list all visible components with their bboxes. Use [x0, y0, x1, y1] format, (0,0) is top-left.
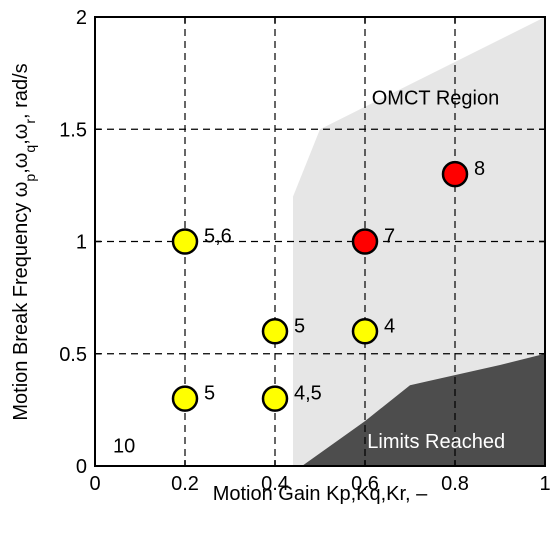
annotations-layer: 10 OMCT Region Limits Reached	[113, 88, 505, 458]
data-point	[171, 385, 199, 412]
annotation-omct-region: OMCT Region	[372, 88, 499, 110]
y-tick-label: 2	[76, 7, 87, 29]
x-tick-label: 0.4	[261, 473, 289, 495]
data-point-label: 5,6	[204, 226, 232, 248]
ticks-layer: 0 0.2 0.4 0.6 0.8 100.511.52	[59, 7, 550, 495]
annotation-10: 10	[113, 436, 135, 458]
x-tick-label: 0.6	[351, 473, 379, 495]
data-point	[351, 228, 379, 255]
data-point	[261, 385, 289, 412]
y-tick-label: 0	[76, 456, 87, 478]
data-point	[261, 318, 289, 345]
x-tick-label: 1	[539, 473, 550, 495]
axis-titles: Motion Gain Kp,Kq,Kr, – Motion Break Fre…	[10, 63, 428, 505]
x-tick-label: 0.8	[441, 473, 469, 495]
x-axis-title: Motion Gain Kp,Kq,Kr, –	[213, 483, 428, 505]
data-point	[171, 228, 199, 255]
plot-area	[95, 17, 545, 466]
data-point-label: 5	[204, 383, 215, 405]
y-tick-label: 1	[76, 232, 87, 254]
data-point-label: 8	[474, 158, 485, 180]
annotation-limits-reached: Limits Reached	[367, 431, 505, 453]
region-limits-reached	[302, 353, 545, 466]
data-point	[441, 160, 469, 188]
x-tick-label: 0	[89, 473, 100, 495]
data-point	[351, 318, 379, 345]
y-axis-title: Motion Break Frequency ωp,ωq,ωr, rad/s	[10, 63, 38, 420]
data-point-label: 5	[294, 315, 305, 337]
x-tick-label: 0.2	[171, 473, 199, 495]
data-point-label: 4,5	[294, 383, 322, 405]
data-point-label: 7	[384, 226, 395, 248]
y-tick-label: 1.5	[59, 119, 87, 141]
data-point-label: 4	[384, 315, 395, 337]
points-layer: 5,6 5 5 4,5 7 4 8	[171, 158, 485, 412]
y-tick-label: 0.5	[59, 344, 87, 366]
